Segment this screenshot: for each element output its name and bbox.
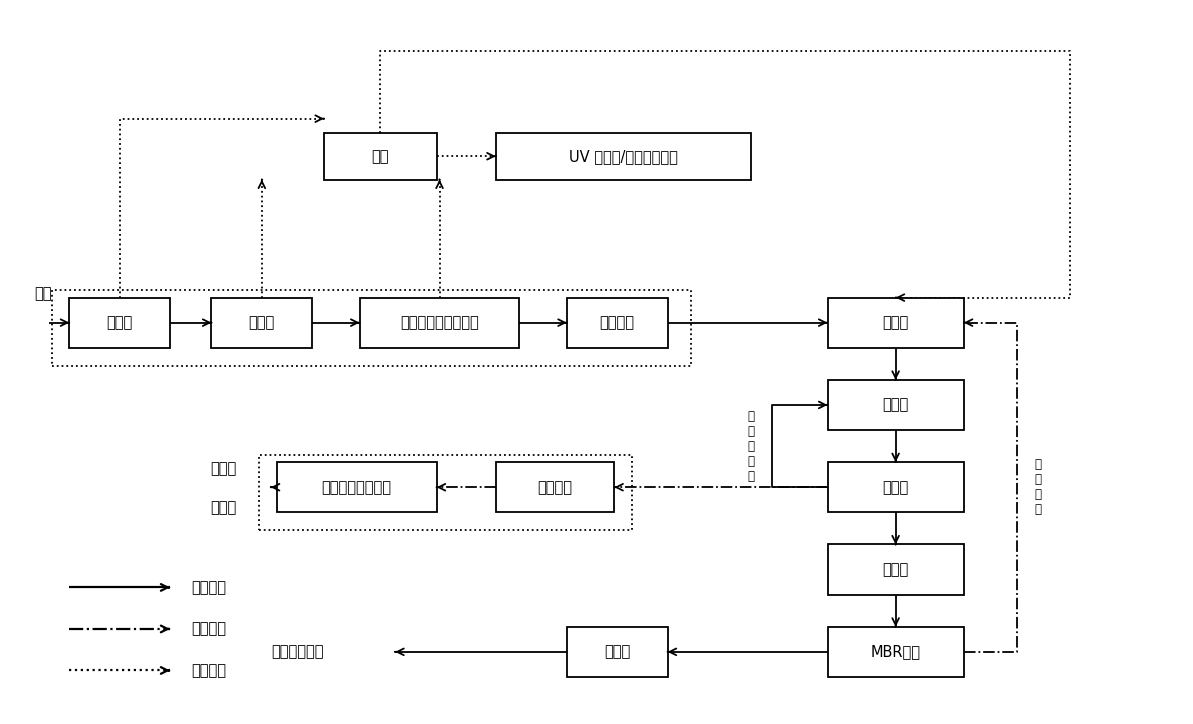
Bar (567, 627, 668, 677)
Text: 污泥浓缩脱水机房: 污泥浓缩脱水机房 (322, 480, 391, 494)
Text: 硝
化
液
回
流: 硝 化 液 回 流 (747, 410, 754, 483)
Text: 厌氧池: 厌氧池 (883, 315, 909, 330)
Bar (828, 380, 964, 430)
Text: 缺氧池: 缺氧池 (883, 562, 909, 577)
Bar (324, 133, 437, 180)
Text: 精细格栅: 精细格栅 (600, 315, 635, 330)
Text: 调节池: 调节池 (248, 315, 274, 330)
Text: 污泥走向: 污泥走向 (191, 621, 227, 636)
Bar (496, 133, 750, 180)
Text: 缺氧池: 缺氧池 (883, 397, 909, 413)
Text: 进水: 进水 (33, 286, 51, 301)
Text: 臭气走向: 臭气走向 (191, 663, 227, 678)
Bar (828, 298, 964, 348)
Text: 细格栅及曝气沉砂池: 细格栅及曝气沉砂池 (400, 315, 478, 330)
Bar (496, 462, 614, 513)
Bar (828, 627, 964, 677)
Bar (211, 298, 313, 348)
Bar (259, 455, 632, 530)
Bar (69, 298, 171, 348)
Text: 污泥储池: 污泥储池 (538, 480, 573, 494)
Text: 粗格栅: 粗格栅 (106, 315, 132, 330)
Text: MBR膜池: MBR膜池 (871, 644, 921, 660)
Text: 泥饼外: 泥饼外 (210, 461, 236, 476)
Bar (828, 544, 964, 594)
Text: UV 光催化/生物除臭设备: UV 光催化/生物除臭设备 (569, 148, 678, 164)
Bar (51, 290, 691, 366)
Text: 运处置: 运处置 (210, 500, 236, 515)
Bar (359, 298, 519, 348)
Text: 好氧池: 好氧池 (883, 480, 909, 494)
Text: 污水走向: 污水走向 (191, 580, 227, 595)
Text: 出水达标排放: 出水达标排放 (272, 644, 324, 660)
Bar (828, 462, 964, 513)
Text: 污
泥
回
流: 污 泥 回 流 (1034, 458, 1041, 516)
Bar (277, 462, 437, 513)
Bar (567, 298, 668, 348)
Text: 臭气: 臭气 (371, 148, 389, 164)
Text: 出水堰: 出水堰 (604, 644, 630, 660)
